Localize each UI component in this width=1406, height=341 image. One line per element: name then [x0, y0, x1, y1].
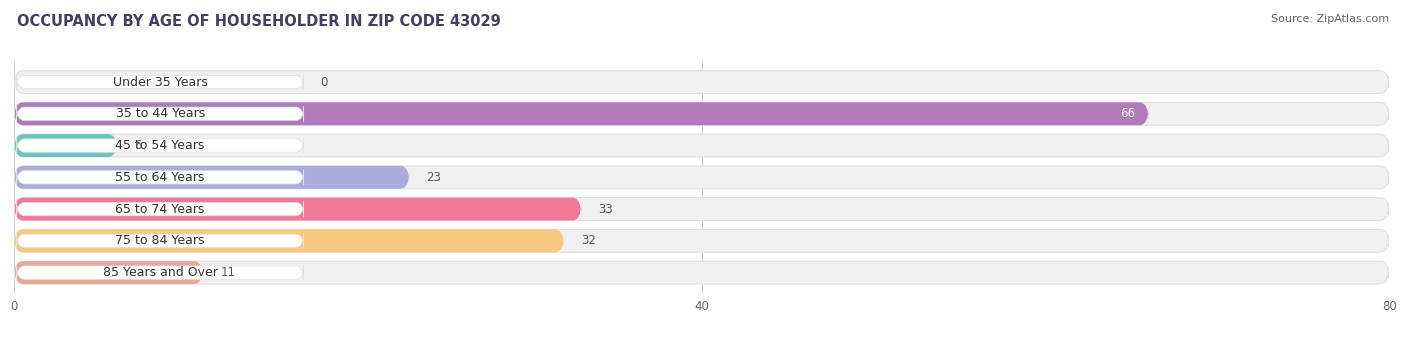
- Text: 85 Years and Over: 85 Years and Over: [103, 266, 218, 279]
- FancyBboxPatch shape: [14, 198, 1389, 221]
- FancyBboxPatch shape: [14, 102, 1149, 125]
- FancyBboxPatch shape: [14, 102, 1389, 125]
- FancyBboxPatch shape: [14, 198, 581, 221]
- FancyBboxPatch shape: [17, 233, 304, 249]
- FancyBboxPatch shape: [14, 261, 1389, 284]
- Text: 33: 33: [599, 203, 613, 216]
- Text: Under 35 Years: Under 35 Years: [112, 75, 208, 89]
- FancyBboxPatch shape: [14, 134, 1389, 157]
- Text: 66: 66: [1119, 107, 1135, 120]
- FancyBboxPatch shape: [17, 170, 304, 185]
- FancyBboxPatch shape: [14, 229, 564, 252]
- Text: OCCUPANCY BY AGE OF HOUSEHOLDER IN ZIP CODE 43029: OCCUPANCY BY AGE OF HOUSEHOLDER IN ZIP C…: [17, 14, 501, 29]
- Text: 32: 32: [581, 234, 596, 247]
- FancyBboxPatch shape: [17, 202, 304, 217]
- Text: 75 to 84 Years: 75 to 84 Years: [115, 234, 205, 247]
- Text: 65 to 74 Years: 65 to 74 Years: [115, 203, 205, 216]
- Text: 35 to 44 Years: 35 to 44 Years: [115, 107, 205, 120]
- FancyBboxPatch shape: [17, 138, 304, 153]
- FancyBboxPatch shape: [14, 134, 117, 157]
- Text: 45 to 54 Years: 45 to 54 Years: [115, 139, 205, 152]
- Text: 11: 11: [221, 266, 235, 279]
- Text: Source: ZipAtlas.com: Source: ZipAtlas.com: [1271, 14, 1389, 24]
- Text: 55 to 64 Years: 55 to 64 Years: [115, 171, 205, 184]
- FancyBboxPatch shape: [17, 265, 304, 280]
- FancyBboxPatch shape: [14, 71, 1389, 93]
- FancyBboxPatch shape: [14, 229, 1389, 252]
- FancyBboxPatch shape: [14, 261, 202, 284]
- FancyBboxPatch shape: [17, 74, 304, 90]
- FancyBboxPatch shape: [14, 166, 1389, 189]
- Text: 6: 6: [135, 139, 142, 152]
- Text: 0: 0: [321, 75, 328, 89]
- FancyBboxPatch shape: [14, 166, 409, 189]
- Text: 23: 23: [426, 171, 441, 184]
- FancyBboxPatch shape: [17, 106, 304, 121]
